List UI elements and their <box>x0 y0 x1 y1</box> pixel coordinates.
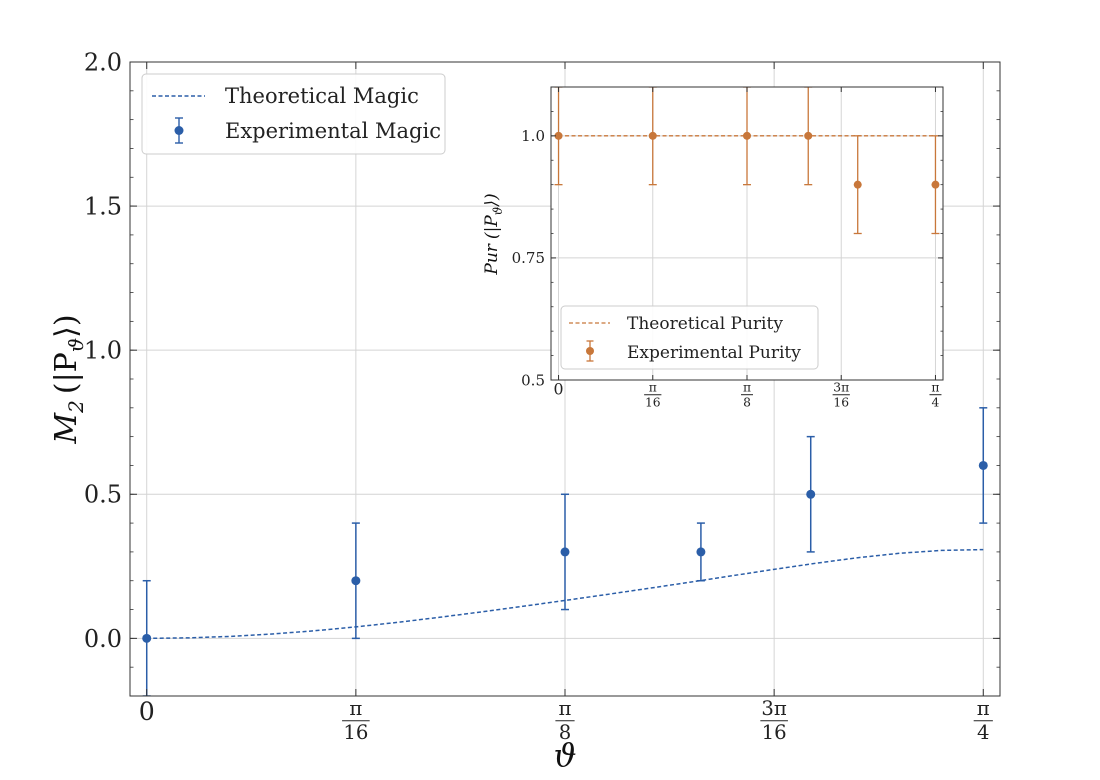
main-point-5 <box>978 460 988 470</box>
main-xtick-den-1: 16 <box>343 721 368 744</box>
inset-point-4 <box>853 180 862 189</box>
main-xtick-num-1: π <box>349 697 362 720</box>
main-ytick-label-2: 1.0 <box>84 337 122 365</box>
main-point-4 <box>806 489 816 499</box>
main-ytick-label-3: 1.5 <box>84 192 122 220</box>
main-y-title-sub: 2 <box>64 400 88 414</box>
inset-xtick-label-0: 0 <box>554 379 564 398</box>
inset-point-3 <box>804 131 813 140</box>
main-x-axis-title: ϑ <box>554 736 577 774</box>
inset-xtick-den-1: 16 <box>645 395 661 409</box>
inset-xtick-den-2: 8 <box>743 395 751 409</box>
inset-xtick-num-4: π <box>931 380 939 394</box>
inset-point-1 <box>648 131 657 140</box>
inset-y-title-open: (|P <box>482 215 502 239</box>
main-xtick-num-4: π <box>977 697 990 720</box>
main-xtick-num-3: 3π <box>761 697 787 720</box>
inset-legend-box <box>560 305 819 370</box>
main-y-title-close: ⟩) <box>49 314 84 337</box>
main-y-title-open: (|P <box>49 352 84 394</box>
main-plot-area <box>142 407 988 696</box>
main-xtick-den-3: 16 <box>762 721 787 744</box>
inset-point-0 <box>554 131 563 140</box>
main-y-title-sub2: ϑ <box>64 338 88 352</box>
main-y-axis-title: M2 (|Pϑ⟩) <box>49 314 88 444</box>
inset-plot-area <box>554 87 940 235</box>
inset-y-axis-title: Pur (|Pϑ⟩) <box>482 193 505 275</box>
inset-xtick-den-4: 4 <box>932 395 940 409</box>
inset-y-title-sub2: ϑ <box>491 206 505 215</box>
inset-point-2 <box>743 131 751 140</box>
inset-y-title-close: ⟩) <box>482 193 502 207</box>
inset-y-title-main: Pur <box>482 243 502 275</box>
inset-xtick-num-3: 3π <box>833 380 849 394</box>
inset-ytick-label-2: 1.0 <box>521 127 545 145</box>
legend-label-theoretical-purity: Theoretical Purity <box>627 314 783 334</box>
main-series-0-line <box>146 548 984 640</box>
main-legend-box <box>141 73 446 155</box>
main-xtick-den-4: 4 <box>977 721 990 744</box>
legend-label-experimental-purity: Experimental Purity <box>627 343 801 363</box>
main-point-0 <box>142 633 152 643</box>
legend-label-theoretical-magic: Theoretical Magic <box>225 84 419 108</box>
main-point-3 <box>696 547 706 557</box>
inset-ytick-label-0: 0.5 <box>521 371 545 389</box>
inset-legend: Theoretical Purity Experimental Purity <box>560 305 819 370</box>
main-point-1 <box>351 576 361 586</box>
inset-xtick-num-2: π <box>743 380 751 394</box>
main-point-2 <box>560 547 570 557</box>
inset-xtick-num-1: π <box>649 380 657 394</box>
main-y-title-main: M <box>49 412 84 445</box>
legend-swatch-point-purity <box>586 347 594 355</box>
main-legend: Theoretical Magic Experimental Magic <box>141 73 446 155</box>
inset-ytick-label-1: 0.75 <box>512 249 545 267</box>
legend-label-experimental-magic: Experimental Magic <box>225 119 441 143</box>
inset-point-5 <box>931 180 940 189</box>
main-ytick-label-4: 2.0 <box>84 48 122 76</box>
legend-swatch-point-magic <box>174 126 184 135</box>
main-xtick-num-2: π <box>559 697 572 720</box>
main-ytick-label-1: 0.5 <box>84 481 122 509</box>
main-xtick-label-0: 0 <box>139 697 155 726</box>
inset-xtick-den-3: 16 <box>833 395 849 409</box>
main-xtick-den-2: 8 <box>559 721 572 744</box>
main-ytick-label-0: 0.0 <box>84 625 122 653</box>
